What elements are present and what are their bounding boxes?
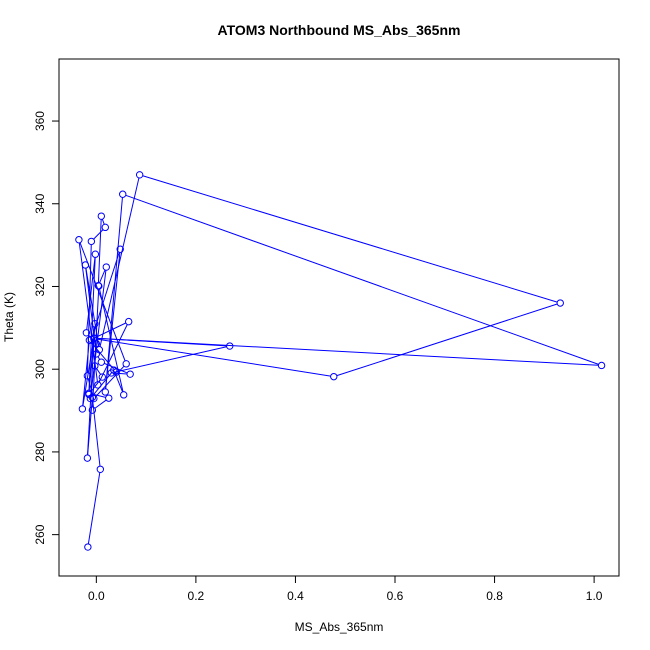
data-point — [94, 381, 102, 389]
data-point — [82, 329, 91, 337]
data-point — [91, 250, 100, 258]
data-point — [86, 394, 95, 403]
series-segment — [91, 252, 120, 337]
data-point — [102, 263, 110, 271]
data-point — [556, 299, 564, 307]
series-segment — [99, 289, 124, 392]
data-point — [122, 360, 130, 368]
series-points — [75, 171, 606, 551]
data-point — [116, 245, 124, 253]
y-tick-label: 280 — [33, 442, 47, 462]
series-segment — [85, 268, 100, 347]
series-segment — [114, 372, 128, 375]
series-segment — [90, 270, 107, 396]
data-point — [120, 391, 128, 399]
data-point — [85, 389, 93, 397]
series-segment — [82, 341, 94, 406]
series-segment — [336, 303, 558, 377]
series-segment — [104, 362, 128, 374]
data-point — [101, 223, 109, 232]
data-point — [90, 394, 98, 403]
y-tick-label: 320 — [33, 276, 47, 296]
series-lines — [78, 175, 599, 544]
x-tick-label: 0.0 — [88, 589, 105, 603]
series-segment — [97, 219, 102, 283]
series-segment — [82, 343, 90, 406]
data-point — [124, 317, 133, 326]
series-segment — [96, 368, 101, 375]
data-point — [91, 362, 99, 370]
series-segment — [97, 356, 101, 360]
data-point — [75, 236, 83, 244]
data-point — [107, 369, 115, 377]
data-point — [597, 361, 606, 370]
x-tick-label: 0.4 — [287, 589, 304, 603]
y-axis: 260 280 300 320 340 360 — [33, 111, 60, 545]
data-point — [78, 405, 87, 413]
series-segment — [99, 269, 106, 283]
data-point — [101, 388, 109, 396]
series-segment — [85, 268, 97, 351]
series-segment — [99, 177, 140, 347]
data-point — [84, 543, 92, 551]
data-point — [112, 368, 120, 376]
series-segment — [91, 342, 115, 370]
series-segment — [101, 219, 105, 225]
series-segment — [142, 175, 558, 303]
series-segment — [114, 346, 227, 373]
data-point — [97, 358, 106, 366]
x-tick-label: 1.0 — [586, 589, 603, 603]
series-segment — [105, 197, 123, 389]
data-point — [81, 261, 90, 269]
series-segment — [94, 399, 107, 409]
x-tick-label: 0.8 — [486, 589, 503, 603]
data-point — [87, 237, 96, 246]
x-tick-label: 0.6 — [387, 589, 404, 603]
data-point — [97, 212, 106, 220]
x-axis: 0.0 0.2 0.4 0.6 0.8 1.0 — [88, 575, 603, 603]
data-point — [85, 336, 94, 344]
series-segment — [97, 337, 227, 347]
data-point — [94, 281, 103, 290]
data-point — [88, 406, 97, 414]
data-point — [90, 334, 98, 343]
x-tick-label: 0.2 — [188, 589, 205, 603]
series-segment — [87, 472, 101, 544]
series-segment — [92, 400, 101, 467]
data-point — [330, 372, 338, 381]
y-tick-label: 260 — [33, 524, 47, 544]
data-point — [126, 370, 134, 378]
data-point — [96, 465, 105, 473]
y-tick-label: 340 — [33, 193, 47, 213]
data-point — [98, 373, 107, 381]
data-point — [95, 346, 104, 354]
y-tick-label: 300 — [33, 359, 47, 379]
y-tick-label: 360 — [33, 111, 47, 131]
plot-frame — [58, 58, 620, 577]
series-segment — [114, 372, 123, 393]
series-segment — [93, 229, 104, 240]
data-point — [226, 342, 234, 350]
series-segment — [86, 257, 96, 330]
y-axis-label: Theta (K) — [2, 292, 16, 342]
data-point — [105, 394, 113, 402]
series-segment — [125, 194, 599, 365]
data-point — [83, 454, 92, 462]
chart-title: ATOM3 Northbound MS_Abs_365nm — [218, 22, 461, 38]
data-point — [119, 190, 127, 198]
series-segment — [96, 338, 331, 377]
series-segment — [94, 322, 127, 339]
series-segment — [92, 372, 113, 397]
series-segment — [98, 324, 128, 383]
x-axis-label: MS_Abs_365nm — [295, 620, 384, 634]
data-point — [91, 320, 99, 328]
data-point — [83, 372, 92, 380]
data-point — [135, 171, 144, 179]
